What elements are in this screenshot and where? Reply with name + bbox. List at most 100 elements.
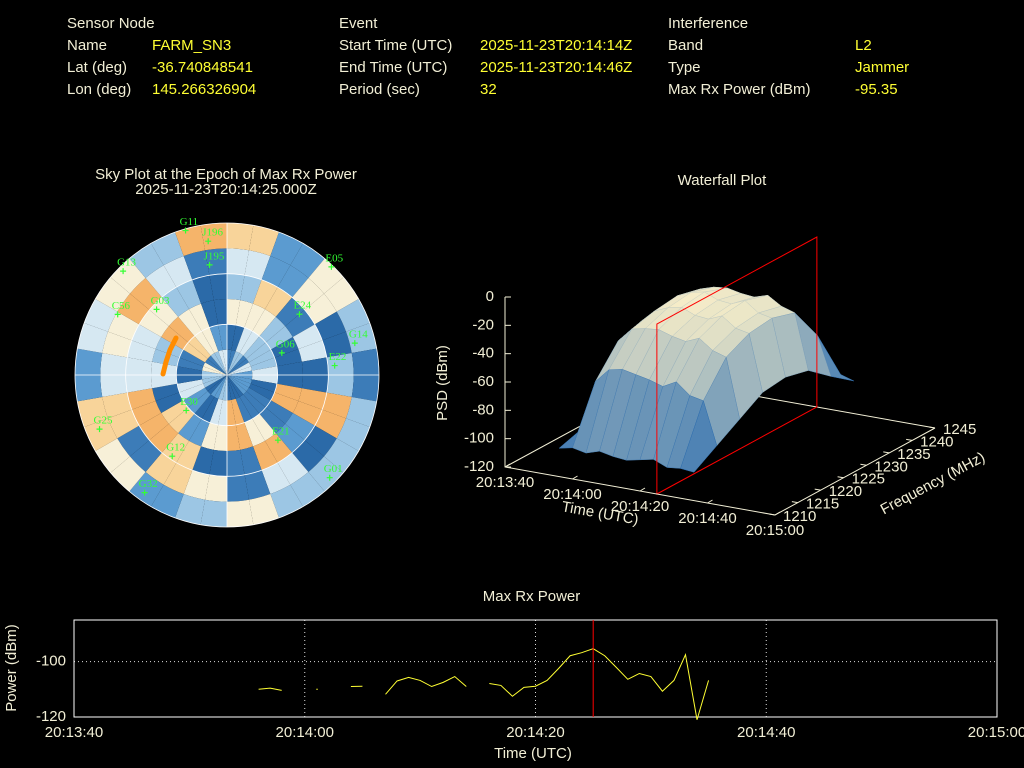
heatmap-cell [270, 484, 303, 518]
heatmap-cell [218, 399, 227, 426]
heatmap-cell [351, 375, 379, 402]
y-tick [837, 476, 844, 479]
heatmap-cell [227, 375, 244, 397]
heatmap-cell [151, 484, 184, 518]
heatmap-cell [244, 470, 271, 500]
heatmap-cell [175, 494, 206, 525]
heatmap-cell [213, 299, 227, 326]
field-value: 2025-11-23T20:14:14Z [480, 37, 632, 54]
heatmap-cell [304, 425, 337, 457]
x-tick-label: 20:15:00 [746, 522, 804, 539]
heatmap-cell [207, 355, 227, 375]
heatmap-cell [176, 279, 202, 310]
heatmap-cell [183, 342, 208, 363]
heatmap-cell [231, 398, 245, 425]
heatmap-cell [209, 325, 223, 352]
heatmap-cell [163, 255, 193, 288]
heatmap-cell [326, 375, 354, 397]
heatmap-cell [252, 413, 276, 441]
heatmap-cell [117, 293, 150, 325]
satellite-label: G03 [151, 295, 170, 307]
heatmap-cell [227, 449, 245, 477]
heatmap-cell [155, 392, 184, 413]
heatmap-cell [207, 375, 227, 395]
x-tick-label: 20:14:40 [678, 510, 736, 527]
heatmap-cell [107, 409, 140, 439]
heatmap-cell [102, 331, 132, 358]
x-tick-label: 20:13:40 [476, 474, 534, 491]
heatmap-cell [292, 440, 325, 473]
field-label: Max Rx Power (dBm) [668, 81, 811, 98]
heatmap-cell [209, 273, 227, 301]
chart-title: Sky Plot at the Epoch of Max Rx Power [95, 166, 357, 183]
heatmap-cell [222, 349, 227, 375]
heatmap-cell [326, 353, 354, 375]
heatmap-cell [243, 391, 266, 414]
heatmap-cell [235, 300, 253, 328]
heatmap-cell [285, 413, 315, 441]
heatmap-cell [274, 349, 302, 367]
heatmap-cell [163, 462, 193, 495]
satellite-marker [274, 437, 281, 444]
satellite-marker [183, 407, 190, 414]
z-tick-label: 0 [486, 288, 494, 305]
y-tick-label: 1220 [829, 483, 862, 500]
field-value: 2025-11-23T20:14:46Z [480, 59, 632, 76]
heatmap-cell [227, 358, 249, 375]
heatmap-cell [265, 326, 293, 350]
heatmap-cell [346, 396, 377, 427]
heatmap-cell [252, 309, 276, 337]
y-tick [928, 426, 936, 429]
heatmap-cell [261, 462, 291, 495]
heatmap-cell [276, 375, 303, 389]
x-tick [572, 475, 578, 480]
heatmap-cell [227, 375, 240, 399]
heatmap-cell [227, 349, 232, 375]
heatmap-cell [227, 375, 249, 392]
heatmap-cell [161, 433, 189, 463]
heatmap-cell [265, 287, 293, 317]
heatmap-cell [227, 375, 251, 388]
heatmap-cell [259, 407, 286, 434]
satellite-marker [278, 349, 285, 356]
satellite-marker [169, 453, 176, 460]
heatmap-cell [227, 353, 244, 375]
heatmap-cell [129, 440, 162, 473]
heatmap-cell [246, 342, 271, 363]
z-tick-label: -120 [464, 458, 494, 475]
heatmap-cell [200, 499, 227, 527]
satellite-label: E24 [293, 300, 311, 312]
heatmap-cell [240, 446, 262, 475]
heatmap-cell [189, 418, 210, 447]
satellite-marker [206, 261, 213, 268]
heatmap-cell [250, 379, 277, 393]
satellite-marker [141, 489, 148, 496]
heatmap-cell [304, 293, 337, 325]
heatmap-cell [107, 311, 140, 341]
field-label: Band [668, 37, 703, 54]
heatmap-cell [84, 418, 118, 451]
field-value: Jammer [855, 59, 909, 76]
z-tick-label: -20 [472, 316, 494, 333]
x-tick-label: 20:14:20 [506, 724, 564, 741]
field-value: FARM_SN3 [152, 37, 231, 54]
heatmap-cell [145, 265, 177, 298]
x-tick-label: 20:14:00 [276, 724, 334, 741]
field-value: -95.35 [855, 81, 898, 98]
heatmap-cell [227, 474, 249, 502]
heatmap-cell [84, 299, 118, 332]
heatmap-cell [244, 250, 271, 280]
heatmap-cell [322, 392, 352, 419]
heatmap-cell [110, 456, 146, 492]
satellite-label: E05 [325, 252, 343, 264]
satellite-label: G13 [117, 257, 136, 269]
heatmap-cell [292, 277, 325, 310]
heatmap-cell [77, 323, 108, 354]
heatmap-cell [201, 300, 219, 328]
field-label: Period (sec) [339, 81, 420, 98]
heatmap-cell [227, 370, 253, 375]
section-title: Sensor Node [67, 15, 155, 32]
satellite-label: G25 [94, 415, 113, 427]
y-tick [768, 513, 776, 516]
